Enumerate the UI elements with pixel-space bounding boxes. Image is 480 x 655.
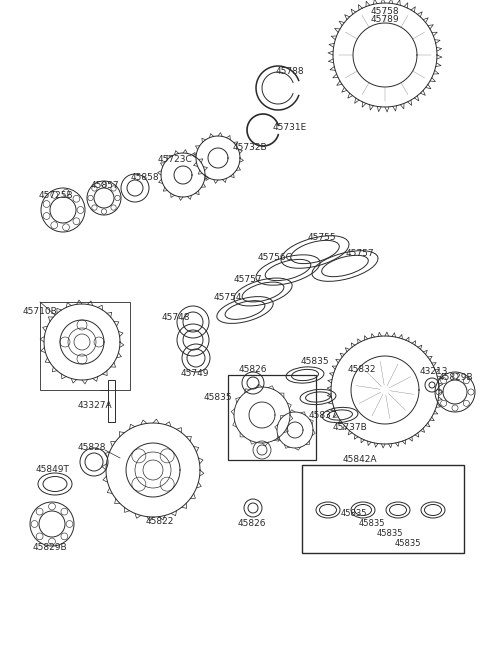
Text: 45749: 45749 [181, 369, 209, 377]
Text: 45757: 45757 [346, 248, 374, 257]
Text: 45835: 45835 [341, 508, 367, 517]
Text: 45758: 45758 [371, 7, 399, 16]
Text: 45829B: 45829B [439, 373, 473, 383]
Text: 45835: 45835 [395, 538, 421, 548]
Bar [40, 302, 130, 390]
Text: 45710B: 45710B [23, 307, 58, 316]
Text: 43327A: 43327A [78, 400, 112, 409]
Text: 45828: 45828 [78, 443, 106, 451]
Text: 45754: 45754 [214, 293, 242, 303]
Text: 45789: 45789 [371, 16, 399, 24]
Text: 45826: 45826 [239, 365, 267, 375]
Text: 45732B: 45732B [233, 143, 267, 153]
Bar [228, 375, 316, 460]
Text: 45832: 45832 [348, 365, 376, 375]
Text: 45835: 45835 [300, 358, 329, 367]
Text: 45731E: 45731E [273, 122, 307, 132]
Text: 45849T: 45849T [35, 466, 69, 474]
Text: 45835: 45835 [359, 519, 385, 527]
Text: 45835: 45835 [204, 394, 232, 403]
Text: 45788: 45788 [276, 67, 304, 77]
Text: 45756C: 45756C [258, 253, 292, 263]
Text: 45748: 45748 [162, 314, 190, 322]
Text: 43213: 43213 [420, 367, 448, 377]
Text: 45835: 45835 [377, 529, 403, 538]
Text: 45757: 45757 [234, 276, 262, 284]
Text: 45826: 45826 [238, 519, 266, 529]
Bar [302, 465, 464, 553]
Text: 45725B: 45725B [39, 191, 73, 200]
Text: 45829B: 45829B [33, 544, 67, 553]
Text: 45737B: 45737B [333, 424, 367, 432]
Text: 45842A: 45842A [343, 455, 377, 464]
Text: 45858: 45858 [131, 172, 159, 181]
Text: 45755: 45755 [308, 233, 336, 242]
Text: 45857: 45857 [91, 181, 120, 189]
Text: 45822: 45822 [146, 517, 174, 527]
Text: 45837: 45837 [309, 411, 337, 419]
Text: 45723C: 45723C [157, 155, 192, 164]
Bar [108, 380, 115, 422]
